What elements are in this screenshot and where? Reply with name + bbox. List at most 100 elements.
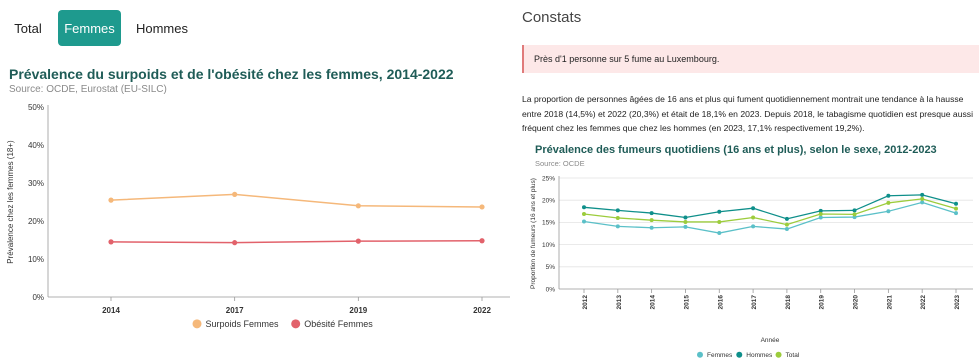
left-chart-source: Source: OCDE, Eurostat (EU-SILC)	[9, 84, 167, 95]
x-tick-label: 2020	[853, 295, 860, 310]
data-point-femmes	[954, 211, 958, 216]
data-point-obesite-femmes	[479, 238, 485, 244]
data-point-obesite-femmes	[355, 238, 361, 244]
data-point-hommes	[683, 215, 688, 220]
tab-femmes[interactable]: Femmes	[58, 10, 121, 46]
data-point-hommes	[784, 216, 789, 221]
legend-label-hommes: Hommes	[746, 352, 773, 359]
data-point-total	[784, 222, 789, 227]
y-tick-label: 20%	[542, 197, 555, 204]
left-chart: 0% 10% 20% 30% 40% 50% 2014 2017 2019 2022 Prévale…	[6, 103, 510, 329]
y-tick-label: 5%	[546, 264, 556, 271]
x-tick-label: 2015	[683, 295, 690, 310]
x-tick-label: 2022	[920, 295, 927, 310]
series-line-total	[583, 198, 957, 226]
data-point-femmes	[886, 209, 891, 214]
tab-total[interactable]: Total	[14, 20, 42, 36]
x-tick-label: 2014	[102, 306, 120, 315]
alert-text: Près d'1 personne sur 5 fume au Luxembou…	[534, 54, 720, 64]
data-point-obesite-femmes	[232, 240, 238, 246]
right-chart-source: Source: OCDE	[535, 159, 585, 168]
y-tick-label: 0%	[32, 293, 44, 302]
data-point-hommes	[852, 208, 857, 213]
data-point-hommes	[751, 206, 756, 211]
x-tick-label: 2013	[616, 295, 623, 310]
data-point-hommes	[615, 208, 620, 213]
data-point-total	[751, 215, 756, 220]
x-tick-label: 2021	[886, 295, 893, 310]
data-point-femmes	[582, 219, 586, 224]
data-point-femmes	[717, 231, 722, 236]
y-tick-label: 50%	[28, 103, 44, 112]
x-tick-label: 2023	[954, 295, 961, 310]
y-axis-label: Prévalence chez les femmes (18+)	[6, 140, 15, 264]
x-tick-label: 2022	[473, 306, 491, 315]
data-point-femmes	[818, 215, 823, 220]
data-point-femmes	[649, 225, 654, 230]
data-point-hommes	[818, 208, 823, 213]
data-point-total	[954, 206, 958, 211]
right-chart-title: Prévalence des fumeurs quotidiens (16 an…	[535, 144, 937, 156]
data-point-surpoids-femmes	[232, 191, 238, 197]
data-point-total	[920, 196, 925, 201]
x-tick-label: 2019	[349, 306, 367, 315]
y-tick-label: 25%	[542, 175, 555, 182]
x-tick-label: 2017	[226, 306, 244, 315]
y-tick-label: 0%	[546, 286, 556, 293]
legend-label-femmes: Femmes	[707, 352, 733, 359]
y-tick-label: 10%	[28, 255, 44, 264]
x-tick-label: 2012	[582, 295, 589, 310]
data-point-surpoids-femmes	[355, 203, 361, 209]
data-point-hommes	[954, 201, 958, 206]
x-tick-label: 2016	[717, 295, 724, 310]
data-point-femmes	[920, 200, 925, 205]
series-line-obesite-femmes	[110, 240, 483, 244]
data-point-femmes	[615, 224, 620, 229]
data-point-obesite-femmes	[108, 239, 114, 245]
x-axis-label: Année	[761, 337, 780, 344]
data-point-femmes	[683, 224, 688, 229]
data-point-total	[582, 211, 586, 216]
tab-hommes[interactable]: Hommes	[135, 20, 188, 36]
data-point-total	[649, 218, 654, 223]
legend-marker-total	[775, 351, 782, 358]
legend-marker-obesite-femmes	[291, 319, 301, 329]
data-point-total	[683, 219, 688, 224]
y-tick-label: 40%	[28, 141, 44, 150]
left-chart-title: Prévalence du surpoids et de l'obésité c…	[9, 66, 454, 82]
data-point-total	[886, 200, 891, 205]
legend-marker-hommes	[736, 351, 743, 358]
y-tick-label: 15%	[542, 220, 555, 227]
legend-label-obesite-femmes: Obésité Femmes	[304, 319, 373, 329]
data-point-surpoids-femmes	[479, 204, 485, 210]
data-point-hommes	[717, 209, 722, 214]
data-point-surpoids-femmes	[108, 197, 114, 203]
legend-label-total: Total	[786, 352, 800, 359]
series-line-femmes	[583, 201, 957, 234]
data-point-hommes	[920, 192, 925, 197]
y-tick-label: 30%	[28, 179, 44, 188]
legend-marker-surpoids-femmes	[192, 319, 202, 329]
legend-label-surpoids-femmes: Surpoids Femmes	[206, 319, 280, 329]
x-tick-label: 2018	[785, 295, 792, 310]
series-line-surpoids-femmes	[110, 193, 483, 208]
data-point-total	[818, 211, 823, 216]
x-tick-label: 2014	[650, 295, 657, 310]
constats-paragraph: La proportion de personnes âgées de 16 a…	[522, 94, 973, 133]
data-point-hommes	[582, 205, 586, 210]
alert-box: Près d'1 personne sur 5 fume au Luxembou…	[522, 45, 979, 73]
legend-marker-femmes	[697, 351, 703, 358]
data-point-total	[615, 215, 620, 220]
data-point-hommes	[649, 211, 654, 216]
data-point-femmes	[751, 224, 756, 229]
data-point-femmes	[784, 227, 789, 232]
y-axis-label: Proportion de fumeurs (16 ans et plus)	[530, 178, 537, 289]
data-point-total	[852, 212, 857, 217]
x-tick-label: 2019	[819, 295, 826, 310]
data-point-total	[717, 219, 722, 224]
data-point-hommes	[886, 193, 891, 198]
series-line-hommes	[583, 194, 957, 220]
right-chart: 0% 5% 10% 15% 20% 25% 2012 2013 2014 2015 2016 2017…	[530, 175, 973, 359]
y-tick-label: 20%	[28, 217, 44, 226]
y-tick-label: 10%	[542, 242, 555, 249]
